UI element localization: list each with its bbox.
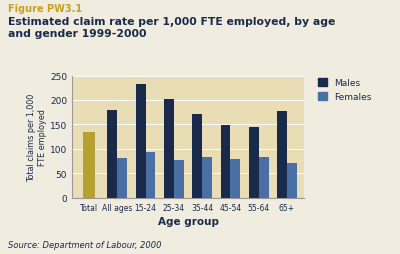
Text: Figure PW3.1: Figure PW3.1: [8, 4, 82, 14]
Bar: [82, 132, 96, 198]
Bar: [117, 158, 127, 198]
Bar: [202, 157, 212, 198]
Bar: [136, 85, 146, 198]
Bar: [249, 128, 259, 198]
Bar: [287, 164, 297, 198]
Bar: [107, 110, 117, 198]
Bar: [277, 111, 287, 198]
Bar: [174, 160, 184, 198]
Text: Source: Department of Labour, 2000: Source: Department of Labour, 2000: [8, 240, 162, 249]
Bar: [220, 126, 230, 198]
Bar: [230, 159, 240, 198]
Bar: [192, 114, 202, 198]
X-axis label: Age group: Age group: [158, 216, 218, 226]
Legend: Males, Females: Males, Females: [318, 78, 372, 102]
Text: Estimated claim rate per 1,000 FTE employed, by age
and gender 1999-2000: Estimated claim rate per 1,000 FTE emplo…: [8, 17, 335, 38]
Bar: [146, 153, 156, 198]
Bar: [164, 100, 174, 198]
Y-axis label: Total claims per 1,000
FTE employed: Total claims per 1,000 FTE employed: [27, 93, 47, 181]
Bar: [259, 157, 269, 198]
